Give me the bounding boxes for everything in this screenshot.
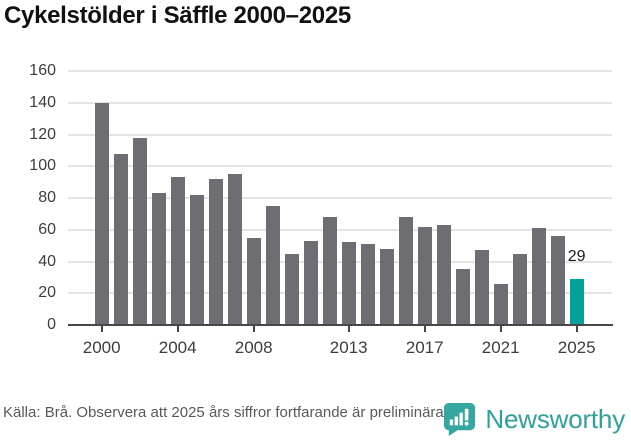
- x-axis-tick: [100, 326, 103, 332]
- bar-2015: [379, 248, 394, 325]
- bar-2020: [474, 250, 489, 325]
- gridline-y-100: [68, 165, 612, 168]
- bar-2004: [170, 177, 185, 325]
- y-axis-tick-label: 20: [38, 284, 56, 302]
- source-note: Källa: Brå. Observera att 2025 års siffr…: [3, 404, 448, 421]
- y-axis-tick-label: 160: [29, 62, 56, 79]
- bar-2012: [322, 217, 337, 325]
- bar-2017: [417, 226, 432, 325]
- y-axis-tick-label: 80: [38, 189, 56, 206]
- bar-2018: [436, 225, 451, 325]
- bar-2000: [94, 102, 109, 325]
- y-axis-tick-label: 100: [29, 157, 56, 175]
- bar-2019: [455, 269, 470, 325]
- newsworthy-chart-bubble-icon: [442, 402, 477, 437]
- bar-2008: [246, 237, 261, 325]
- bar-2011: [303, 240, 318, 325]
- x-axis-line: [68, 324, 613, 326]
- gridline-y-80: [68, 197, 612, 199]
- bar-2022: [512, 253, 527, 325]
- x-axis-tick: [499, 326, 502, 332]
- y-axis-tick-label: 40: [38, 252, 56, 270]
- bar-2023: [531, 228, 546, 325]
- bar-2005: [189, 194, 204, 325]
- gridline-y-20: [68, 292, 612, 295]
- x-axis-tick-label: 2025: [557, 338, 596, 357]
- bar-2003: [151, 193, 166, 325]
- y-axis-tick-label: 60: [38, 220, 56, 238]
- bar-2016: [398, 217, 413, 325]
- x-axis-tick-label: 2000: [82, 338, 121, 357]
- bar-2021: [493, 283, 508, 325]
- x-axis-tick: [176, 326, 179, 332]
- y-axis-tick-label: 140: [29, 93, 56, 111]
- y-axis-tick-label: 120: [29, 125, 56, 143]
- bar-2007: [227, 174, 242, 325]
- gridline-y-60: [68, 228, 612, 231]
- x-axis-tick: [347, 326, 350, 332]
- x-axis-tick-label: 2008: [234, 338, 273, 357]
- newsworthy-wordmark: Newsworthy: [485, 404, 625, 434]
- page-title: Cykelstölder i Säffle 2000–2025: [4, 2, 351, 29]
- x-axis-tick-label: 2021: [481, 338, 520, 357]
- bar-2025: [569, 278, 584, 325]
- bar-2009: [265, 205, 280, 325]
- x-axis-tick: [575, 326, 578, 332]
- gridline-y-40: [68, 260, 612, 263]
- bar-2002: [132, 137, 147, 325]
- bar-value-label: 29: [567, 247, 586, 265]
- bar-2001: [113, 153, 128, 325]
- bar-2014: [360, 244, 375, 325]
- bar-2013: [341, 242, 356, 325]
- y-axis-tick-label: 0: [47, 316, 56, 333]
- gridline-y-140: [68, 101, 612, 104]
- chart-plot: 29: [68, 70, 612, 325]
- x-axis-tick: [423, 326, 426, 332]
- x-axis-tick: [252, 326, 255, 332]
- bar-2006: [208, 178, 223, 325]
- x-axis-tick-label: 2004: [158, 338, 197, 357]
- x-axis-tick-label: 2013: [329, 338, 368, 357]
- bar-2010: [284, 253, 299, 325]
- newsworthy-branding[interactable]: Newsworthy: [442, 402, 625, 437]
- x-axis-tick-label: 2017: [405, 338, 444, 357]
- gridline-y-160: [68, 70, 612, 72]
- gridline-y-120: [68, 133, 612, 136]
- bar-2024: [550, 236, 565, 325]
